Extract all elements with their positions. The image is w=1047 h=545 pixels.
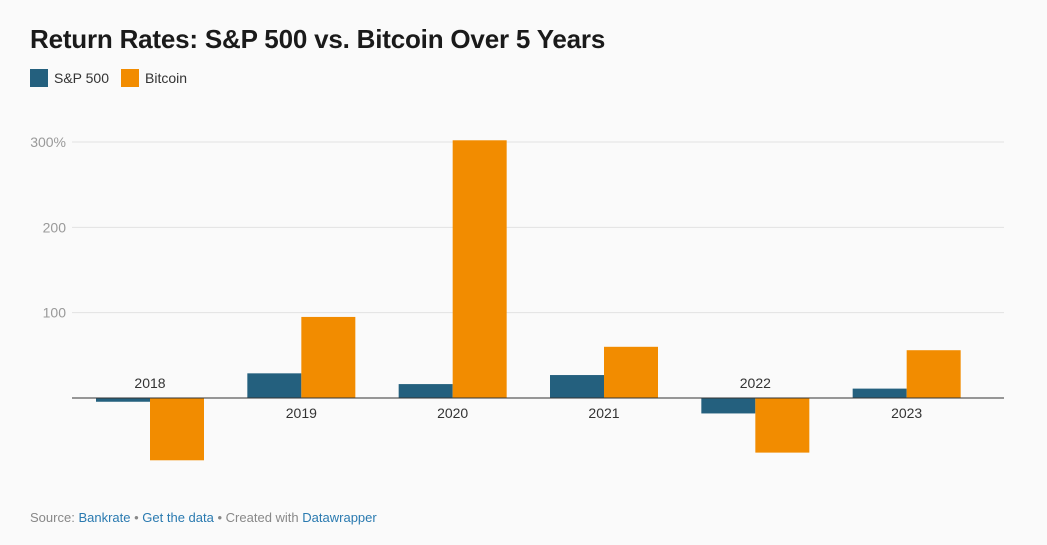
bars [72,140,1004,461]
legend: S&P 500 Bitcoin [30,69,199,87]
footer: Source: Bankrate • Get the data • Create… [30,510,377,525]
gridlines: 100 200 300% [30,134,1004,321]
source-prefix: Source: [30,510,75,525]
get-data-link[interactable]: Get the data [142,510,214,525]
bar-s-p-500-2020[interactable] [398,384,453,398]
datawrapper-link[interactable]: Datawrapper [302,510,377,525]
category-labels: 2018 2019 2020 2021 2022 2023 [134,375,922,421]
source-link[interactable]: Bankrate [78,510,131,525]
bar-s-p-500-2021[interactable] [550,375,604,398]
bar-s-p-500-2018[interactable] [96,398,150,402]
legend-label-bitcoin: Bitcoin [145,70,188,86]
y-tick-label: 300% [30,134,66,150]
chart-title: Return Rates: S&P 500 vs. Bitcoin Over 5… [30,24,606,54]
legend-swatch-bitcoin [121,69,140,87]
bar-bitcoin-2021[interactable] [604,346,658,398]
y-tick-label: 100 [43,305,67,321]
category-label-2019: 2019 [286,405,317,421]
legend-item-sp500: S&P 500 [30,69,109,87]
legend-item-bitcoin: Bitcoin [121,69,187,87]
bar-bitcoin-2018[interactable] [150,398,204,461]
bar-bitcoin-2020[interactable] [452,140,507,398]
category-label-2023: 2023 [891,405,922,421]
bar-s-p-500-2023[interactable] [852,388,907,398]
category-label-2021: 2021 [588,405,619,421]
bar-bitcoin-2023[interactable] [906,350,961,398]
separator: • [217,510,223,525]
category-label-2022: 2022 [740,375,771,391]
legend-label-sp500: S&P 500 [54,70,110,86]
category-label-2018: 2018 [134,375,165,391]
bar-s-p-500-2022[interactable] [701,398,756,414]
legend-swatch-sp500 [30,69,48,87]
bar-chart: 100 200 300% 2018 2019 2020 2021 2022 2023 [30,134,1004,461]
y-tick-label: 200 [43,219,67,235]
separator: • [134,510,139,525]
created-with-text: Created with [225,510,299,525]
bar-bitcoin-2019[interactable] [301,316,356,398]
category-label-2020: 2020 [437,405,468,421]
bar-bitcoin-2022[interactable] [755,398,810,453]
bar-s-p-500-2019[interactable] [247,373,302,398]
